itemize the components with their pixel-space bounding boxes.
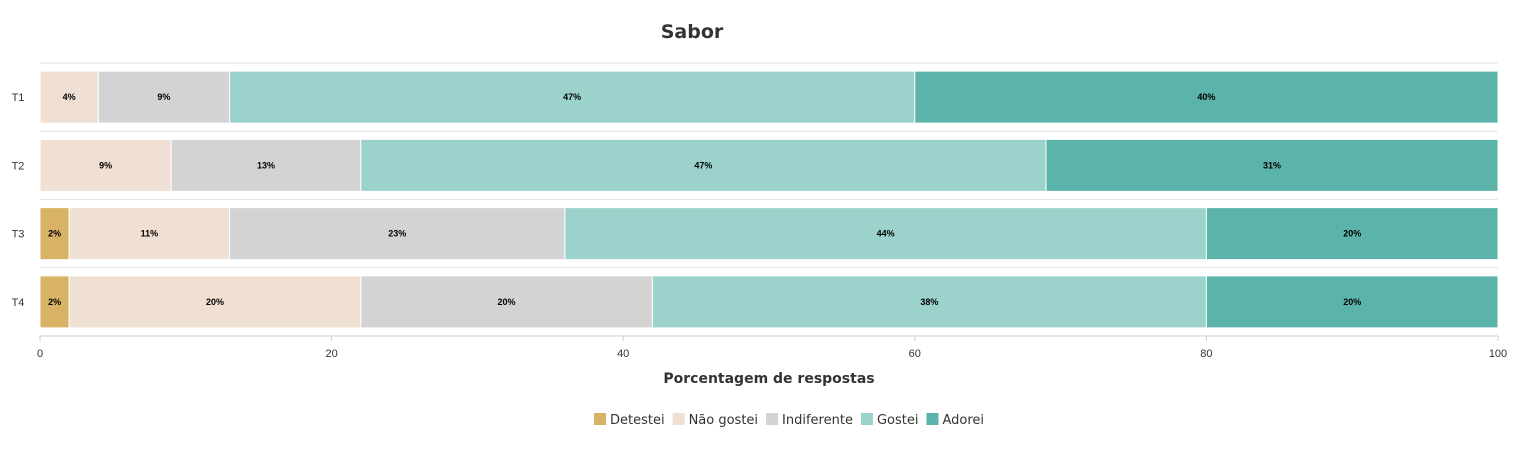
x-axis: 0 20 40 60 80 100 — [37, 335, 1507, 360]
legend-swatch — [672, 413, 685, 425]
legend-swatch — [766, 413, 779, 425]
data-label: 23% — [388, 229, 406, 239]
legend-item[interactable]: Gostei — [860, 413, 919, 428]
bar-segment[interactable] — [1045, 138, 1499, 192]
bar-segment[interactable] — [914, 70, 1499, 124]
data-label: 9% — [99, 160, 112, 170]
bar-segment[interactable] — [97, 70, 231, 124]
bar-segment[interactable] — [39, 138, 172, 192]
legend-swatch — [593, 413, 606, 425]
legend-label: Indiferente — [782, 413, 853, 428]
data-label: 20% — [1343, 297, 1361, 307]
bar-segment[interactable] — [1205, 207, 1499, 261]
data-label: 20% — [1343, 229, 1361, 239]
legend-item[interactable]: Adorei — [926, 413, 984, 428]
data-label: 4% — [63, 92, 76, 102]
category-label: T2 — [12, 160, 25, 172]
category-label: T3 — [12, 229, 25, 241]
data-label: 11% — [141, 229, 159, 239]
data-label: 9% — [157, 92, 170, 102]
bars-group — [39, 70, 1499, 329]
data-label: 40% — [1197, 92, 1215, 102]
chart-title: Sabor — [661, 21, 724, 43]
bar-segment[interactable] — [229, 207, 566, 261]
bar-segment[interactable] — [39, 70, 99, 124]
legend-label: Gostei — [877, 413, 919, 428]
data-label: 31% — [1263, 160, 1281, 170]
data-label: 2% — [48, 229, 61, 239]
data-label: 2% — [48, 297, 61, 307]
x-tick-label: 40 — [617, 348, 629, 360]
x-axis-title: Porcentagem de respostas — [663, 371, 874, 387]
data-label: 47% — [563, 92, 581, 102]
bar-segment[interactable] — [170, 138, 362, 192]
bar-segment[interactable] — [564, 207, 1207, 261]
plot-area — [40, 62, 1498, 269]
data-label: 20% — [206, 297, 224, 307]
legend-label: Não gostei — [689, 413, 758, 428]
x-tick-label: 20 — [325, 348, 337, 360]
legend-item[interactable]: Indiferente — [766, 413, 853, 428]
legend-swatch — [860, 413, 873, 425]
x-tick-label: 100 — [1489, 348, 1507, 360]
bar-segment[interactable] — [360, 275, 653, 329]
data-label: 38% — [920, 297, 938, 307]
bar-segment[interactable] — [1205, 275, 1499, 329]
bar-segment[interactable] — [229, 70, 916, 124]
data-labels-group: 4% 9% 47% 40% 9% 13% 47% 31% 2% 11% 23% 44% 20% 2% 20%… — [48, 92, 1361, 307]
legend: Detestei Não gostei Indiferente Gostei Adore… — [593, 413, 984, 428]
x-tick-label: 80 — [1200, 348, 1212, 360]
bar-segment[interactable] — [68, 207, 231, 261]
bar-segment[interactable] — [39, 275, 70, 329]
legend-item[interactable]: Não gostei — [672, 413, 758, 428]
category-label: T1 — [12, 92, 25, 104]
category-labels-group: T1 T2 T3 T4 — [12, 92, 25, 309]
data-label: 13% — [257, 160, 275, 170]
x-tick-label: 0 — [37, 348, 43, 360]
data-label: 44% — [877, 229, 895, 239]
data-label: 47% — [694, 160, 712, 170]
legend-label: Detestei — [610, 413, 665, 428]
legend-swatch — [926, 413, 939, 425]
x-tick-label: 60 — [909, 348, 921, 360]
data-label: 20% — [498, 297, 516, 307]
bar-segment[interactable] — [39, 207, 70, 261]
legend-item[interactable]: Detestei — [593, 413, 665, 428]
legend-label: Adorei — [942, 413, 984, 428]
category-label: T4 — [12, 297, 25, 309]
